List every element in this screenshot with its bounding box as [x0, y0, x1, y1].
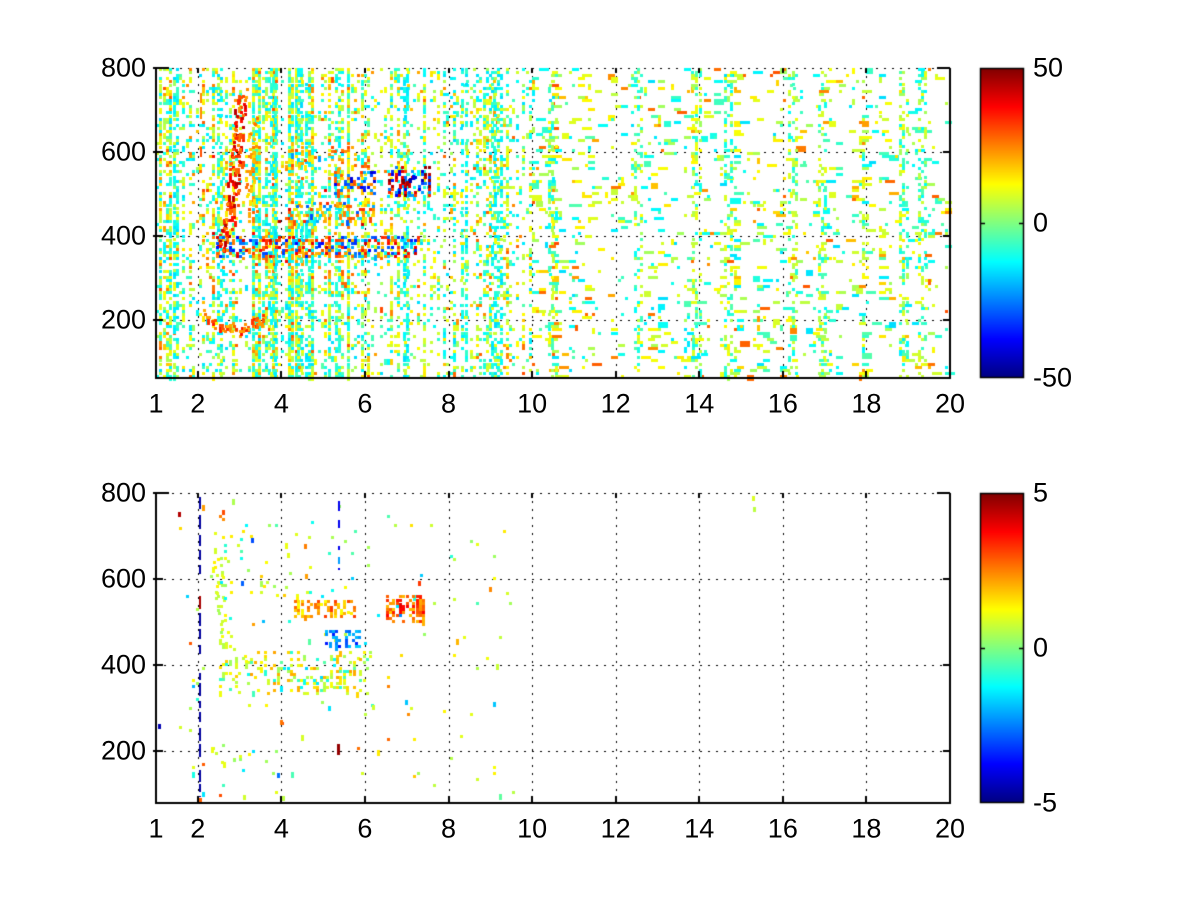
figure: 1 2 4 6 8 10 12 14 16 18 20 200 400 600 800 50 0 -50 1 2 4 6 8… [0, 0, 1200, 900]
heatmap-figure-canvas [0, 0, 1200, 900]
